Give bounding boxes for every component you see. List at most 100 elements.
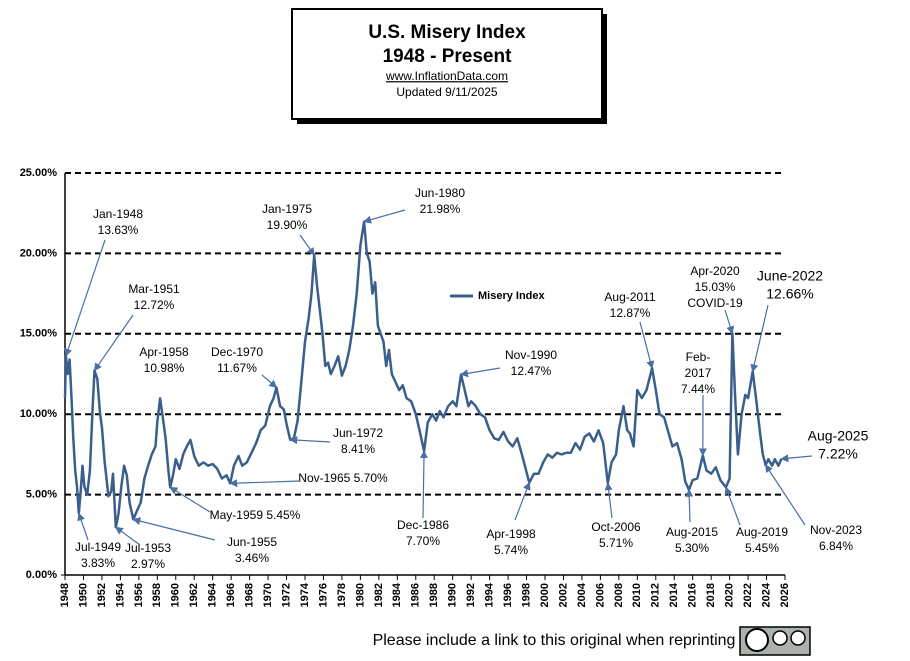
annotation: Jul-1949 [75,540,121,554]
x-tick-label: 1976 [317,583,329,607]
annotation-arrow [639,321,655,370]
annotation-arrow [765,464,806,526]
annotation: Aug-2011 [604,290,655,304]
x-tick-label: 2022 [742,583,754,607]
annotation: Nov-1965 5.70% [298,471,388,485]
annotation-arrow [77,512,89,541]
annotation: Jan-1975 [262,202,312,216]
x-tick-label: 1958 [151,583,163,607]
annotation: 11.67% [217,361,257,375]
annotation-arrow [750,304,769,373]
annotation: 12.66% [766,286,813,302]
annotation-arrow [419,450,428,519]
x-tick-label: 1988 [428,583,440,607]
annotation: Jul-1953 [125,541,171,555]
annotation: 6.84% [819,539,853,553]
annotation-arrow [460,367,501,378]
annotation-arrow [299,234,315,256]
x-tick-label: 1948 [59,583,71,607]
cc-badge [739,626,811,656]
annotation-arrow [114,526,141,546]
x-tick-label: 1966 [225,583,237,607]
x-tick-label: 1964 [207,582,219,607]
x-tick-label: 1992 [465,583,477,607]
annotation: Jun-1955 [227,535,277,549]
x-tick-label: 1980 [354,583,366,607]
annotation: Jun-1980 [415,186,465,200]
annotation-arrow [93,314,134,372]
annotation: Oct-2006 [591,520,641,534]
annotation-arrow [685,488,694,523]
annotation: Jan-1948 [93,207,143,221]
x-tick-label: 1996 [502,583,514,607]
x-tick-label: 1950 [77,583,89,607]
annotation: Jun-1972 [333,426,383,440]
x-tick-label: 1982 [373,583,385,607]
annotation: Dec-1970 [211,345,263,359]
x-tick-label: 1952 [96,583,108,607]
x-tick-label: 2026 [779,583,791,607]
annotation: Nov-2023 [810,523,862,537]
x-tick-label: 1984 [391,582,403,607]
annotation: 7.22% [818,446,858,462]
legend-label: Misery Index [478,290,546,302]
annotation: Aug-2025 [808,428,869,444]
annotation: 7.44% [681,382,715,396]
annotation-arrow [724,309,735,335]
x-tick-label: 2014 [668,582,680,607]
x-tick-label: 1960 [170,583,182,607]
annotation: 5.71% [599,536,633,550]
y-tick-label: 20.00% [20,247,58,259]
series-line [63,220,783,529]
annotation: 10.98% [144,361,185,375]
annotation: 5.74% [494,543,528,557]
annotation-arrow [363,209,406,224]
annotation: 13.63% [98,223,139,237]
x-tick-label: 1970 [262,583,274,607]
x-tick-label: 1962 [188,583,200,607]
x-tick-label: 1978 [336,583,348,607]
annotation-arrow [229,479,301,488]
x-tick-label: 1974 [299,582,311,607]
x-tick-label: 1994 [484,582,496,607]
annotation: COVID-19 [687,296,743,310]
annotation: 15.03% [695,280,736,294]
annotation: 2.97% [131,557,165,571]
annotation: Apr-1998 [486,527,536,541]
x-tick-label: 1956 [133,583,145,607]
x-tick-label: 2002 [557,583,569,607]
chart-title: U.S. Misery Index [368,22,526,43]
x-tick-label: 1968 [244,583,256,607]
annotation: 12.72% [134,298,175,312]
annotation: 8.41% [341,442,375,456]
annotation: 3.83% [81,556,115,570]
x-tick-label: 2018 [705,583,717,607]
annotation-arrow [514,481,531,521]
annotation-arrow [261,374,278,388]
source: www.InflationData.com [385,69,508,83]
x-tick-label: 1986 [410,583,422,607]
x-tick-label: 2000 [539,583,551,607]
x-tick-label: 2020 [724,583,736,607]
annotation-arrow [132,517,216,541]
annotation: Aug-2015 [666,525,718,539]
annotation: 2017 [685,366,712,380]
annotation: Apr-1958 [139,345,189,359]
x-tick-label: 1998 [520,583,532,607]
x-tick-label: 2012 [650,583,662,607]
updated: Updated 9/11/2025 [396,85,498,99]
x-tick-label: 2004 [576,582,588,607]
annotation: 3.46% [235,551,269,565]
annotation: June-2022 [757,268,823,284]
annotation: 5.30% [675,541,709,555]
annotation: 19.90% [267,218,308,232]
annotation: Dec-1986 [397,518,449,532]
x-tick-label: 1972 [280,583,292,607]
x-tick-label: 1990 [447,583,459,607]
chart-subtitle: 1948 - Present [383,46,513,67]
x-tick-label: 2010 [631,583,643,607]
annotation: Feb- [686,350,711,364]
annotation-arrow [169,486,211,513]
annotation-arrow [64,239,106,357]
x-tick-label: 2008 [613,583,625,607]
